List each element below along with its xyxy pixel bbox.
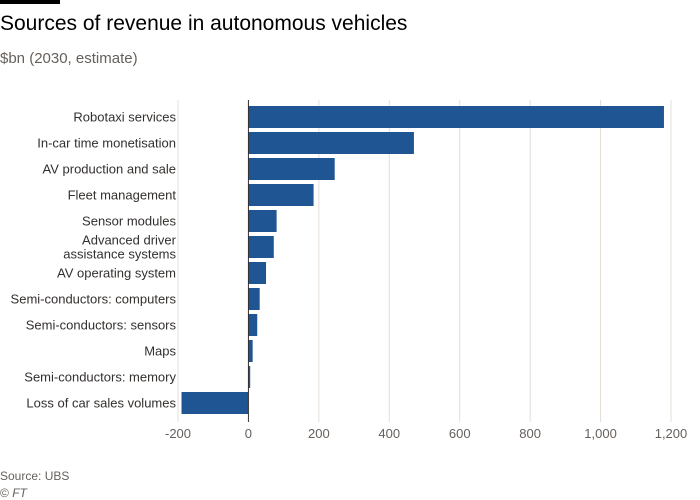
bars (181, 106, 664, 414)
chart-title: Sources of revenue in autonomous vehicle… (0, 12, 408, 35)
category-label: AV operating system (57, 266, 176, 281)
category-label-line: Semi-conductors: computers (11, 292, 177, 307)
category-label: AV production and sale (43, 162, 176, 177)
x-tick-label: 200 (308, 426, 330, 441)
source-note: Source: UBS (0, 469, 70, 483)
category-label-line: Sensor modules (82, 214, 176, 229)
bar (248, 340, 253, 362)
bar (248, 236, 274, 258)
category-label: Semi-conductors: computers (11, 292, 177, 307)
bar (248, 288, 260, 310)
x-tick-label: 0 (245, 426, 252, 441)
chart-subtitle: $bn (2030, estimate) (0, 50, 138, 67)
category-label-line: Semi-conductors: sensors (26, 318, 177, 333)
category-label: Semi-conductors: sensors (26, 318, 177, 333)
category-label: Robotaxi services (73, 110, 176, 125)
bar (181, 392, 249, 414)
bar (248, 314, 258, 336)
category-labels: Robotaxi services In-car time monetisatio… (11, 110, 177, 411)
bar (248, 132, 414, 154)
category-label: Advanced driver assistance systems (63, 233, 176, 262)
bar (248, 366, 251, 388)
bar (248, 106, 664, 128)
category-label-line: Robotaxi services (73, 110, 176, 125)
category-label: Semi-conductors: memory (24, 370, 176, 385)
bar (248, 158, 335, 180)
category-label-line: AV production and sale (43, 162, 176, 177)
category-label-line: Loss of car sales volumes (26, 396, 176, 411)
x-tick-label: -200 (165, 426, 191, 441)
top-rule (0, 0, 60, 4)
x-tick-label: 1,200 (655, 426, 688, 441)
category-label: Fleet management (68, 188, 177, 203)
bar (248, 184, 314, 206)
x-tick-label: 1,000 (584, 426, 617, 441)
x-tick-label: 600 (449, 426, 471, 441)
category-label-line: Advanced driver (82, 233, 177, 248)
category-label-line: In-car time monetisation (37, 136, 176, 151)
category-label-line: Fleet management (68, 188, 177, 203)
category-label-line: Semi-conductors: memory (24, 370, 176, 385)
category-label-line: AV operating system (57, 266, 176, 281)
category-label: In-car time monetisation (37, 136, 176, 151)
category-label-line: assistance systems (63, 247, 176, 262)
copyright-symbol: © (0, 486, 9, 500)
category-label: Maps (144, 344, 176, 359)
category-label: Loss of car sales volumes (26, 396, 176, 411)
grid-lines (177, 100, 672, 422)
category-label: Sensor modules (82, 214, 176, 229)
credit-name: FT (12, 486, 27, 500)
bar (248, 210, 277, 232)
x-tick-labels: -200 0 200 400 600 800 1,000 1,200 (165, 426, 687, 441)
x-tick-label: 400 (378, 426, 400, 441)
x-tick-label: 800 (519, 426, 541, 441)
bar (248, 262, 267, 284)
credit-note: © FT (0, 486, 27, 500)
category-label-line: Maps (144, 344, 176, 359)
